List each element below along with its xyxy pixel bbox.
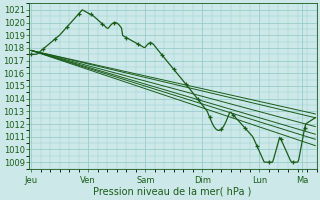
X-axis label: Pression niveau de la mer( hPa ): Pression niveau de la mer( hPa ) — [93, 187, 252, 197]
